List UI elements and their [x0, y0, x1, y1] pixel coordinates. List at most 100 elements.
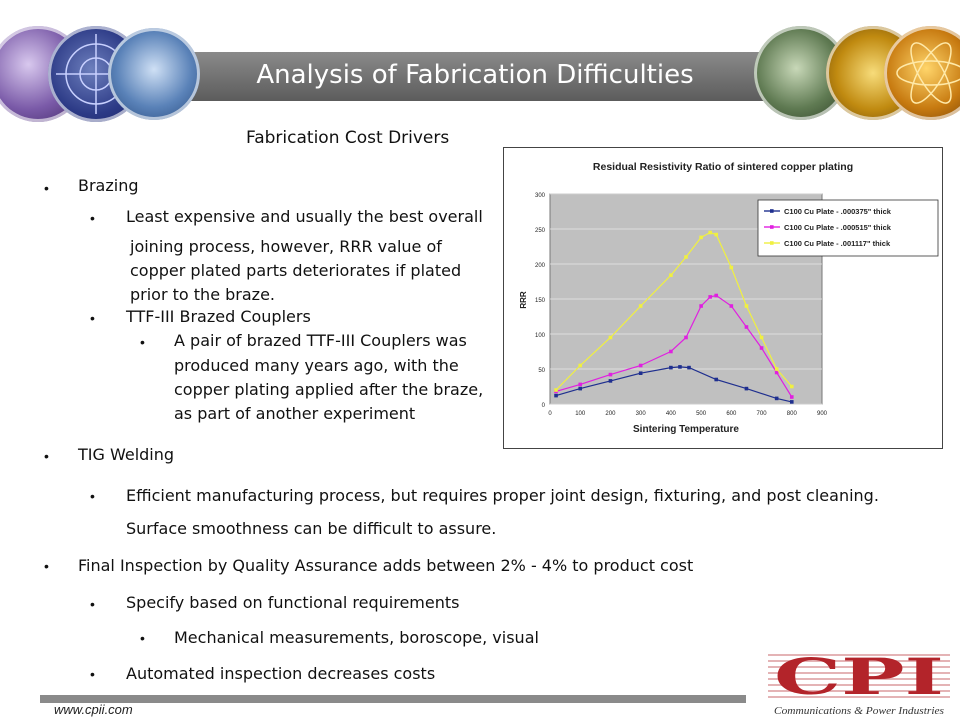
series-point-1	[578, 386, 583, 391]
cpi-logo-letters: CPI	[774, 648, 944, 706]
bullet-dot: •	[90, 488, 95, 504]
y-tick-label: 250	[535, 228, 546, 234]
series-point-1	[687, 365, 691, 370]
series-point-2	[759, 346, 764, 350]
bullet-automated-inspection: Automated inspection decreases costs	[126, 664, 436, 683]
bullet-ttf-detail-line4: as part of another experiment	[174, 404, 416, 423]
bullet-ttf-couplers: TTF-III Brazed Couplers	[126, 307, 311, 326]
series-point-1	[608, 379, 613, 383]
x-tick-label: 900	[817, 411, 828, 417]
series-point-3	[554, 388, 558, 392]
chart-legend	[757, 199, 939, 257]
x-tick-label: 800	[787, 411, 798, 417]
bullet-measurements: Mechanical measurements, boroscope, visu…	[174, 628, 539, 647]
series-point-3	[638, 304, 643, 308]
series-point-3	[684, 255, 688, 259]
footer-url: www.cpii.com	[54, 702, 133, 717]
x-tick-label: 700	[757, 411, 768, 417]
series-point-3	[669, 273, 673, 277]
y-tick-label: 50	[538, 368, 545, 374]
rrr-chart: Residual Resistivity Ratio of sintered c…	[503, 147, 943, 449]
series-point-1	[774, 396, 779, 401]
series-point-1	[554, 393, 558, 398]
atom-orbit-photo	[884, 26, 960, 120]
logo-stripe	[768, 660, 950, 662]
bullet-ttf-detail-line2: produced many years ago, with the	[174, 356, 459, 375]
series-point-1	[714, 377, 719, 382]
bullet-tig-detail-line1: Efficient manufacturing process, but req…	[126, 486, 879, 505]
series-point-1	[638, 371, 643, 375]
series-point-3	[714, 232, 719, 237]
series-point-2	[578, 382, 583, 387]
series-point-2	[669, 349, 673, 354]
bullet-ttf-detail-line1: A pair of brazed TTF-III Couplers was	[174, 331, 467, 350]
legend-marker-1	[770, 209, 774, 213]
bullet-tig-detail-line2: Surface smoothness can be difficult to a…	[126, 519, 497, 538]
series-point-3	[699, 235, 703, 240]
bullet-brazing-detail-line4: prior to the braze.	[130, 285, 275, 304]
section-title: Fabrication Cost Drivers	[246, 128, 450, 148]
logo-stripe	[768, 678, 950, 680]
legend-marker-3	[770, 241, 774, 245]
bullet-dot: •	[90, 310, 95, 326]
bullet-dot: •	[44, 180, 49, 196]
bullet-brazing-detail-line1: Least expensive and usually the best ove…	[126, 207, 483, 226]
logo-stripe	[768, 684, 950, 686]
x-tick-label: 600	[726, 411, 737, 417]
y-tick-label: 0	[542, 403, 546, 409]
series-point-3	[789, 384, 794, 389]
chart-title: Residual Resistivity Ratio of sintered c…	[593, 161, 853, 173]
bullet-brazing-detail-line2: joining process, however, RRR value of	[130, 237, 442, 256]
series-point-2	[708, 295, 712, 299]
bullet-dot: •	[90, 596, 95, 612]
series-point-3	[774, 367, 779, 371]
series-point-3	[708, 230, 712, 235]
series-point-3	[608, 335, 613, 340]
bullet-brazing: Brazing	[78, 176, 139, 195]
logo-stripe	[768, 666, 950, 668]
series-point-2	[729, 304, 734, 308]
series-point-3	[744, 304, 749, 308]
logo-stripe	[768, 696, 950, 698]
bullet-tig-welding: TIG Welding	[78, 445, 175, 464]
cpi-logo-tagline: Communications & Power Industries	[774, 706, 944, 717]
legend-entry-1: C100 Cu Plate - .000375" thick	[784, 207, 892, 216]
series-point-2	[638, 363, 643, 368]
logo-stripe	[768, 654, 950, 656]
bullet-dot: •	[140, 334, 145, 350]
x-tick-label: 400	[666, 411, 677, 417]
series-point-3	[729, 265, 734, 270]
x-axis-label: Sintering Temperature	[633, 424, 739, 435]
series-point-2	[699, 304, 703, 308]
series-point-2	[789, 395, 794, 399]
footer-rule	[40, 695, 746, 703]
bullet-ttf-detail-line3: copper plating applied after the braze,	[174, 380, 484, 399]
series-point-3	[759, 335, 764, 340]
series-point-2	[714, 293, 719, 298]
legend-marker-2	[770, 225, 774, 229]
bullet-dot: •	[140, 630, 145, 646]
cpi-logo: CPI Communications & Power Industries	[768, 647, 950, 720]
bullet-final-inspection: Final Inspection by Quality Assurance ad…	[78, 556, 694, 575]
bullet-specify-requirements: Specify based on functional requirements	[126, 593, 460, 612]
x-tick-label: 500	[696, 411, 707, 417]
bullet-dot: •	[90, 210, 95, 226]
series-point-2	[608, 372, 613, 377]
series-point-1	[744, 386, 749, 391]
legend-entry-3: C100 Cu Plate - .001117" thick	[784, 239, 891, 248]
logo-stripe	[768, 672, 950, 674]
bullet-brazing-detail-line3: copper plated parts deteriorates if plat…	[130, 261, 462, 280]
y-axis-label: RRR	[519, 291, 528, 309]
slide-title: Analysis of Fabrication Difficulties	[256, 60, 694, 90]
bullet-dot: •	[44, 448, 49, 464]
cpi-logo-mark: CPI Communications & Power Industries	[768, 647, 950, 717]
series-point-1	[678, 365, 682, 369]
bullet-dot: •	[44, 558, 49, 574]
y-tick-label: 300	[535, 193, 546, 199]
y-tick-label: 150	[535, 298, 546, 304]
series-point-2	[774, 370, 779, 375]
x-tick-label: 300	[636, 411, 647, 417]
series-point-2	[744, 325, 749, 329]
logo-stripe	[768, 690, 950, 692]
series-point-2	[684, 335, 688, 340]
